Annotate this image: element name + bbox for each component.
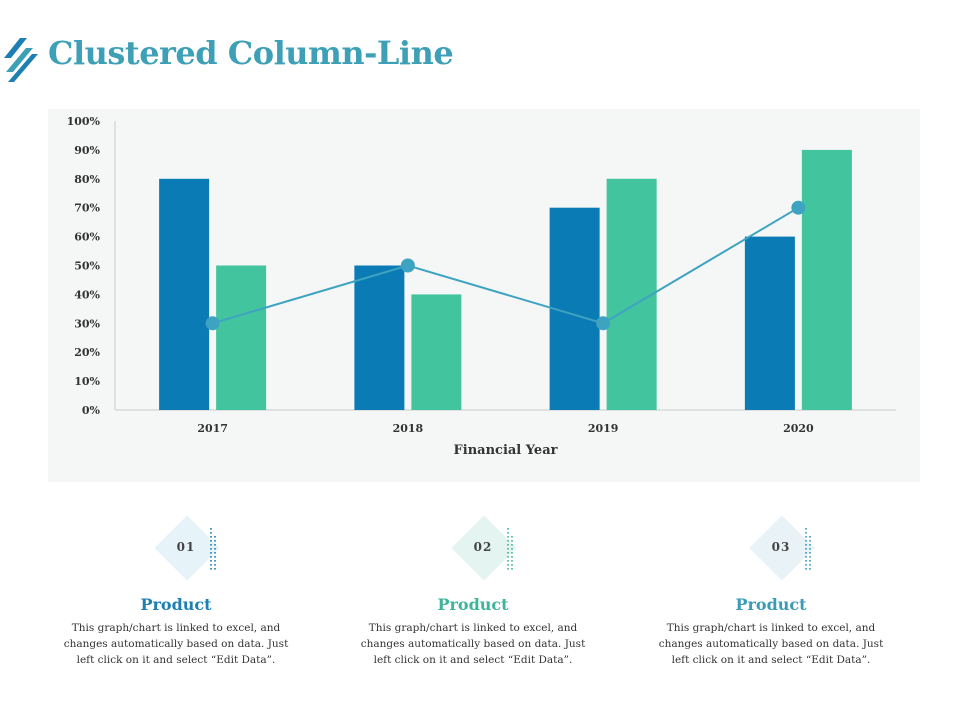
bar-series-1-2020 — [744, 236, 795, 410]
y-tick-label: 40% — [74, 288, 100, 301]
x-tick-label: 2020 — [783, 422, 814, 435]
y-tick-label: 10% — [74, 375, 100, 388]
y-tick-label: 90% — [74, 144, 100, 157]
page-title: Clustered Column-Line — [48, 34, 454, 72]
y-tick-label: 60% — [74, 231, 100, 244]
bar-series-2-2017 — [216, 265, 267, 410]
number-badge: 03 — [651, 515, 891, 585]
dotted-lines-icon — [507, 528, 513, 572]
y-tick-label: 80% — [74, 173, 100, 186]
product-card-3: 03 Product This graph/chart is linked to… — [651, 515, 891, 668]
bar-series-2-2020 — [801, 149, 852, 410]
line-point-2019 — [596, 316, 611, 331]
line-point-2018 — [400, 258, 415, 273]
y-tick-label: 20% — [74, 346, 100, 359]
number-badge: 02 — [353, 515, 593, 585]
product-card-1: 01 Product This graph/chart is linked to… — [56, 515, 296, 668]
chart-panel: 0% 10% 20% 30% 40% 50% 60% 70% 80% 90% 100% 2017 201… — [48, 109, 920, 482]
card-title: Product — [140, 595, 212, 614]
line-point-2017 — [205, 316, 220, 331]
bar-series-1-2017 — [159, 178, 210, 410]
number-badge: 01 — [56, 515, 296, 585]
stripes-logo-icon — [4, 38, 38, 82]
line-series-1 — [212, 206, 799, 325]
card-description: This graph/chart is linked to excel, and… — [360, 622, 586, 666]
y-tick-label: 70% — [74, 202, 100, 215]
y-tick-label: 30% — [74, 317, 100, 330]
card-title: Product — [437, 595, 509, 614]
x-tick-label: 2019 — [588, 422, 619, 435]
card-number: 02 — [473, 540, 493, 554]
card-description: This graph/chart is linked to excel, and… — [63, 622, 289, 666]
product-card-2: 02 Product This graph/chart is linked to… — [353, 515, 593, 668]
card-number: 03 — [771, 540, 791, 554]
bar-series-2-2018 — [411, 294, 462, 410]
dotted-lines-icon — [805, 528, 811, 572]
y-tick-label: 0% — [82, 404, 101, 417]
y-tick-label: 50% — [74, 260, 100, 273]
bar-series-1-2019 — [549, 207, 600, 410]
line-point-2020 — [791, 200, 806, 215]
dotted-lines-icon — [210, 528, 216, 572]
x-tick-label: 2017 — [197, 422, 228, 435]
card-description: This graph/chart is linked to excel, and… — [658, 622, 884, 666]
bar-series-1-2018 — [354, 265, 405, 410]
x-axis-title: Financial Year — [454, 443, 558, 458]
bar-series-2-2019 — [606, 178, 657, 410]
clustered-column-line-chart: 0% 10% 20% 30% 40% 50% 60% 70% 80% 90% 100% 2017 201… — [67, 115, 896, 458]
x-tick-label: 2018 — [393, 422, 424, 435]
y-tick-label: 100% — [67, 115, 101, 128]
card-title: Product — [735, 595, 807, 614]
card-number: 01 — [176, 540, 196, 554]
